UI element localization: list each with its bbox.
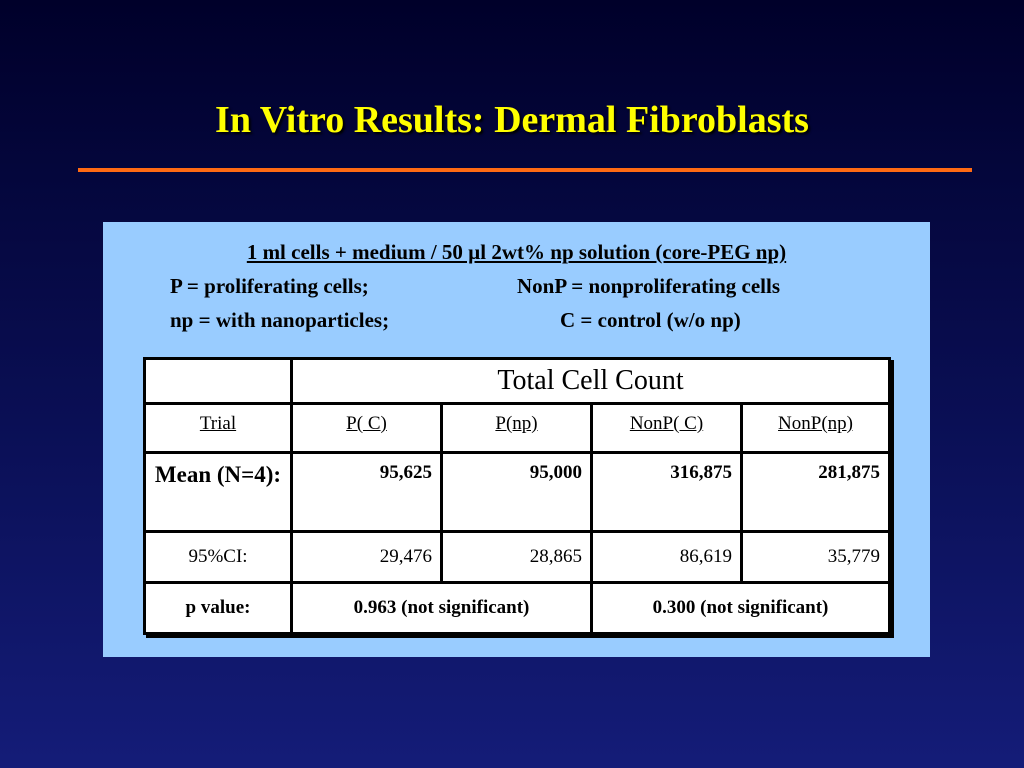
- cell: 95,625: [290, 451, 443, 533]
- cell-count-table: Total Cell Count Trial P( C) P(np) NonP(…: [143, 357, 892, 635]
- notes-heading: 1 ml cells + medium / 50 µl 2wt% np solu…: [246, 240, 787, 264]
- cell: 0.963 (not significant): [290, 581, 593, 635]
- table-caption: Total Cell Count: [289, 357, 892, 405]
- header-cell: P( C): [290, 402, 443, 454]
- title-rule: [78, 168, 972, 172]
- note: C = control (w/o np): [560, 308, 741, 332]
- cell: 35,779: [739, 530, 892, 584]
- cell: 0.300 (not significant): [589, 581, 892, 635]
- row: Mean (N=4): 95,625 95,000 316,875 281,87…: [143, 451, 892, 533]
- slide-title: In Vitro Results: Dermal Fibroblasts: [215, 99, 809, 141]
- cell: 86,619: [590, 530, 743, 584]
- caption-row: Total Cell Count: [143, 357, 892, 405]
- row-label: Mean (N=4):: [143, 451, 293, 533]
- cell: 95,000: [440, 451, 593, 533]
- empty-cell: [143, 357, 293, 405]
- note: P = proliferating cells;: [170, 274, 369, 298]
- header-cell: Trial: [143, 402, 293, 454]
- cell: 281,875: [739, 451, 892, 533]
- cell: 28,865: [440, 530, 593, 584]
- cell: 316,875: [590, 451, 743, 533]
- cell: 29,476: [290, 530, 443, 584]
- row: 95%CI: 29,476 28,865 86,619 35,779: [143, 530, 892, 584]
- header-cell: NonP(np): [739, 402, 892, 454]
- row: p value: 0.963 (not significant) 0.300 (…: [143, 581, 892, 635]
- row-label: p value:: [143, 581, 293, 635]
- header-cell: P(np): [440, 402, 593, 454]
- row-label: 95%CI:: [143, 530, 293, 584]
- panel: 1 ml cells + medium / 50 µl 2wt% np solu…: [103, 222, 930, 657]
- header-cell: NonP( C): [590, 402, 743, 454]
- note: NonP = nonproliferating cells: [517, 274, 781, 298]
- header-row: Trial P( C) P(np) NonP( C) NonP(np): [143, 402, 892, 454]
- note: np = with nanoparticles;: [170, 308, 390, 332]
